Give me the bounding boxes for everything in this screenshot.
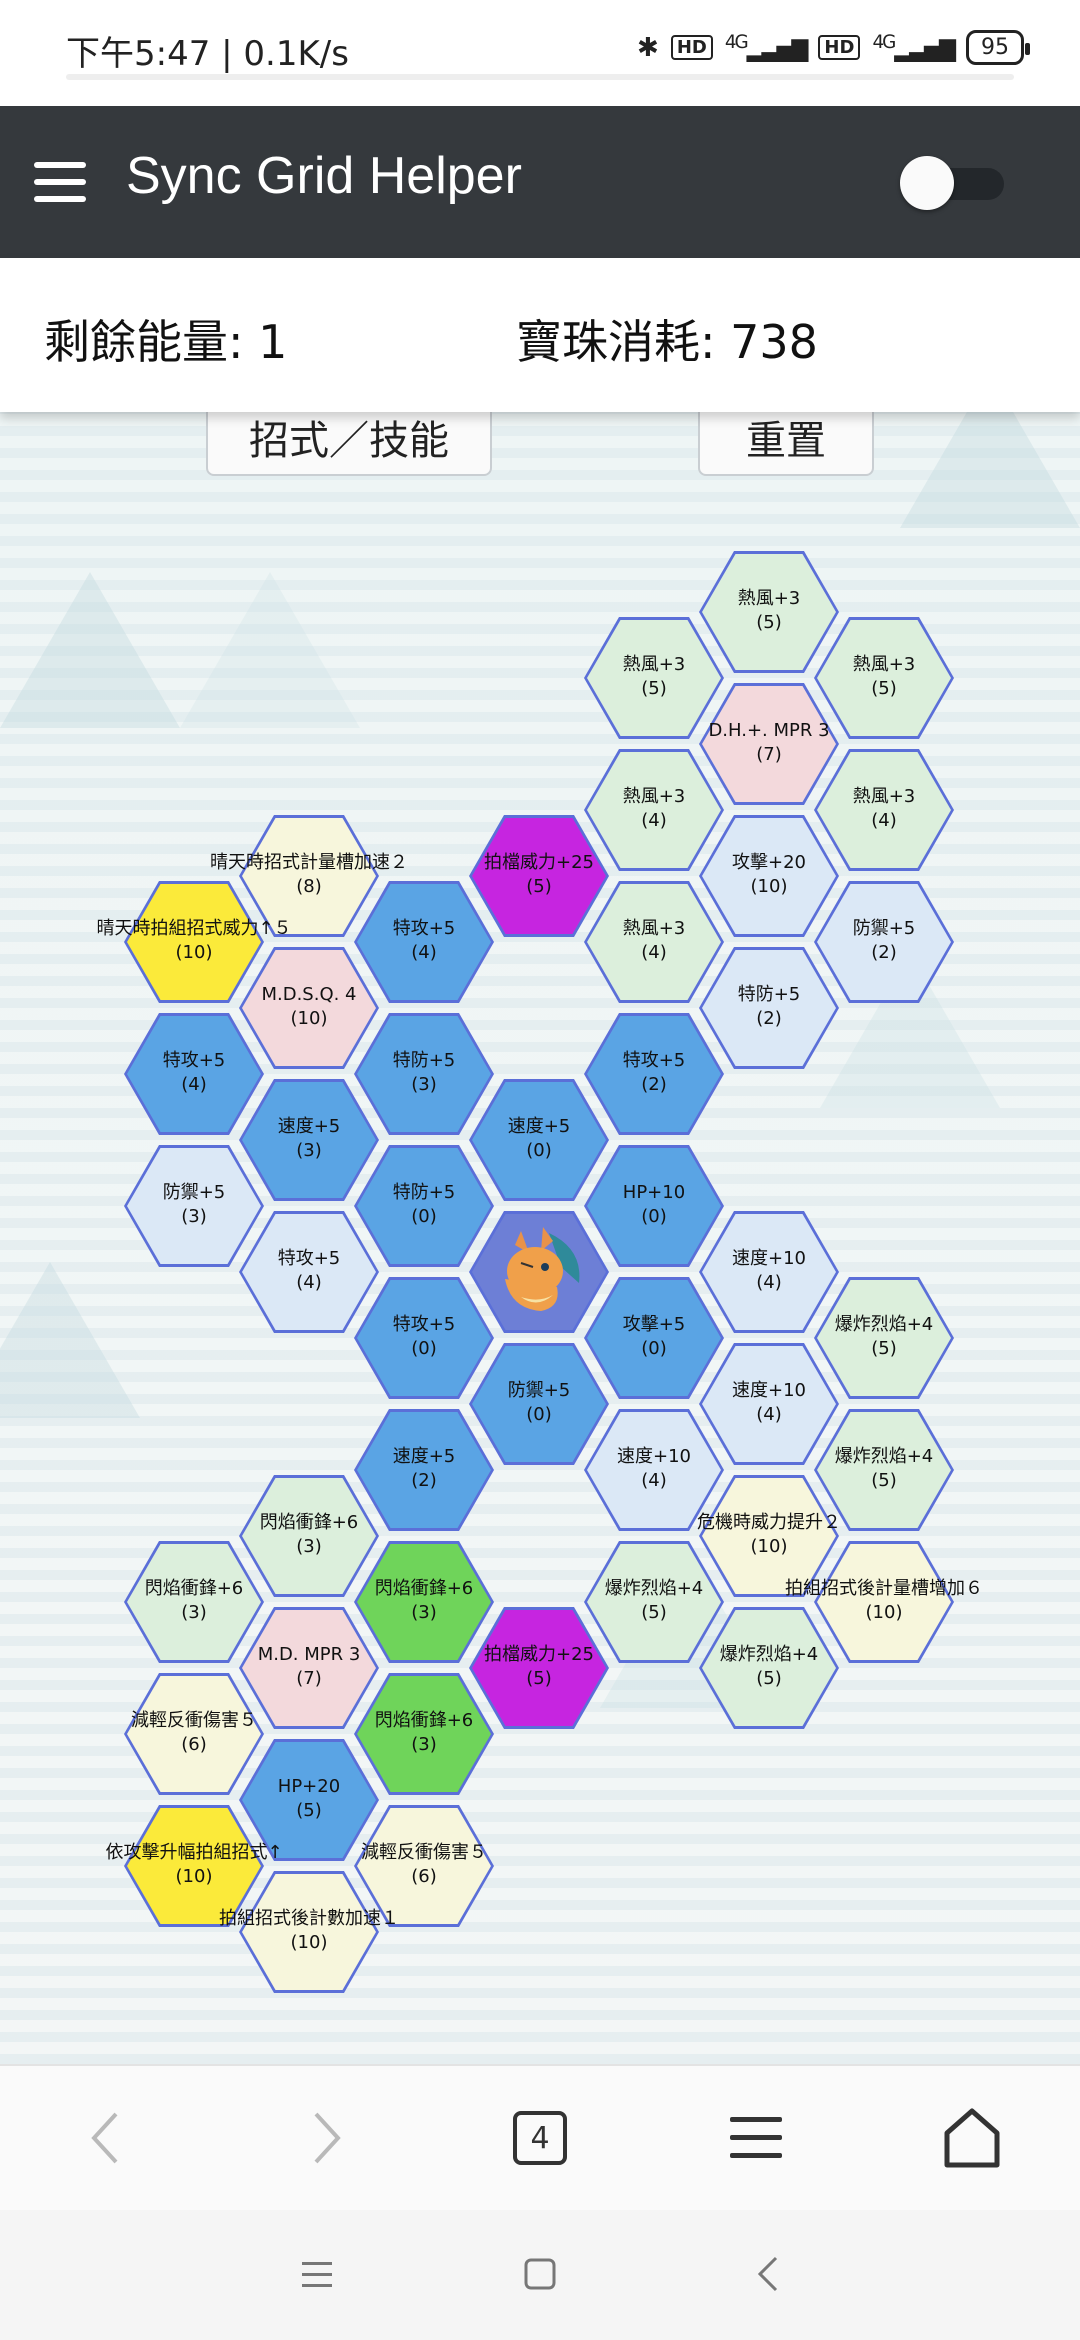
forward-button[interactable]: [286, 2098, 366, 2178]
grid-cell[interactable]: [354, 1409, 494, 1531]
grid-cell[interactable]: [584, 1013, 724, 1135]
bg-triangle: [0, 1262, 140, 1418]
grid-cell[interactable]: [239, 1607, 379, 1729]
grid-cell[interactable]: [584, 1277, 724, 1399]
grid-cell[interactable]: [814, 1409, 954, 1531]
status-divider: [66, 74, 1014, 80]
grid-cell[interactable]: [239, 1211, 379, 1333]
grid-cell[interactable]: [699, 1343, 839, 1465]
battery-icon: 95: [966, 30, 1030, 65]
grid-cell[interactable]: [124, 1805, 264, 1927]
grid-cell[interactable]: [239, 1871, 379, 1993]
grid-cell[interactable]: [699, 551, 839, 673]
system-back-icon[interactable]: [754, 2254, 784, 2294]
menu-icon[interactable]: [34, 162, 86, 202]
grid-cell[interactable]: [124, 1013, 264, 1135]
grid-cell[interactable]: [124, 1673, 264, 1795]
orb-cost: 寶珠消耗: 738: [516, 315, 818, 369]
grid-cell[interactable]: [239, 1079, 379, 1201]
system-home-icon[interactable]: [522, 2256, 558, 2292]
grid-cell[interactable]: [584, 749, 724, 871]
home-icon: [944, 2108, 1000, 2168]
pokemon-center-cell[interactable]: [469, 1211, 609, 1333]
bg-triangle: [180, 572, 360, 728]
grid-cell[interactable]: [354, 1673, 494, 1795]
grid-cell[interactable]: [699, 683, 839, 805]
grid-cell[interactable]: [814, 749, 954, 871]
grid-cell[interactable]: [239, 815, 379, 937]
grid-cell[interactable]: [354, 1145, 494, 1267]
grid-cell[interactable]: [239, 1739, 379, 1861]
hd-badge: HD: [670, 35, 713, 60]
energy-bar: 剩餘能量: 1 寶珠消耗: 738: [0, 258, 1080, 412]
grid-cell[interactable]: [239, 1475, 379, 1597]
tabs-button[interactable]: 4: [500, 2098, 580, 2178]
moves-skills-button[interactable]: 招式／技能: [206, 412, 492, 476]
grid-cell[interactable]: [814, 617, 954, 739]
chevron-left-icon: [91, 2112, 118, 2164]
system-nav-bar: [0, 2210, 1080, 2340]
grid-cell[interactable]: [469, 1607, 609, 1729]
grid-cell[interactable]: [354, 1805, 494, 1927]
grid-cell[interactable]: [584, 1409, 724, 1531]
remaining-energy: 剩餘能量: 1: [44, 315, 288, 369]
grid-cell[interactable]: [699, 947, 839, 1069]
grid-cell[interactable]: [354, 1541, 494, 1663]
reset-button[interactable]: 重置: [698, 412, 874, 476]
status-time: 下午5:47 | 0.1K/s: [66, 34, 349, 74]
recent-apps-icon[interactable]: [298, 2258, 338, 2292]
grid-cell[interactable]: [699, 1475, 839, 1597]
chevron-right-icon: [314, 2112, 341, 2164]
bg-triangle: [0, 572, 180, 728]
grid-cell[interactable]: [469, 1343, 609, 1465]
grid-cell[interactable]: [354, 1277, 494, 1399]
sync-grid-area: 招式／技能 重置 熱風+3 (5) 熱風+3 (5) 熱風+3 (5) D.H.+. MPR…: [0, 412, 1080, 2064]
grid-cell[interactable]: [584, 1145, 724, 1267]
browser-nav-bar: 4: [0, 2064, 1080, 2212]
grid-cell[interactable]: [239, 947, 379, 1069]
grid-cell[interactable]: [354, 881, 494, 1003]
grid-cell[interactable]: [354, 1013, 494, 1135]
status-bar: 下午5:47 | 0.1K/s ✱ HD 4G▂▃▅▇ HD 4G▂▃▅▇ 95: [0, 0, 1080, 106]
hd-badge-2: HD: [818, 35, 861, 60]
mode-toggle[interactable]: [900, 156, 1006, 210]
grid-cell[interactable]: [469, 815, 609, 937]
grid-cell[interactable]: [814, 1541, 954, 1663]
signal-icon: 4G▂▃▅▇: [724, 32, 809, 63]
grid-cell[interactable]: [124, 1541, 264, 1663]
grid-cell[interactable]: [124, 881, 264, 1003]
grid-cell[interactable]: [699, 1211, 839, 1333]
toggle-knob: [900, 156, 954, 210]
back-button[interactable]: [66, 2098, 146, 2178]
bluetooth-icon: ✱: [637, 32, 659, 63]
grid-cell[interactable]: [469, 1079, 609, 1201]
tab-count: 4: [513, 2111, 567, 2165]
grid-cell[interactable]: [584, 1541, 724, 1663]
home-button[interactable]: [932, 2098, 1012, 2178]
signal-icon-2: 4G▂▃▅▇: [872, 32, 956, 63]
grid-cell[interactable]: [584, 881, 724, 1003]
grid-cell[interactable]: [699, 1607, 839, 1729]
status-icons: ✱ HD 4G▂▃▅▇ HD 4G▂▃▅▇ 95: [637, 30, 1030, 65]
app-bar: Sync Grid Helper: [0, 106, 1080, 258]
grid-cell[interactable]: [699, 815, 839, 937]
grid-cell[interactable]: [814, 1277, 954, 1399]
charizard-icon: [505, 1227, 580, 1311]
grid-cell[interactable]: [584, 617, 724, 739]
browser-menu-button[interactable]: [716, 2098, 796, 2178]
grid-cell[interactable]: [124, 1145, 264, 1267]
app-title: Sync Grid Helper: [126, 147, 522, 205]
hamburger-icon: [730, 2117, 782, 2158]
bg-triangle: [900, 412, 1080, 528]
